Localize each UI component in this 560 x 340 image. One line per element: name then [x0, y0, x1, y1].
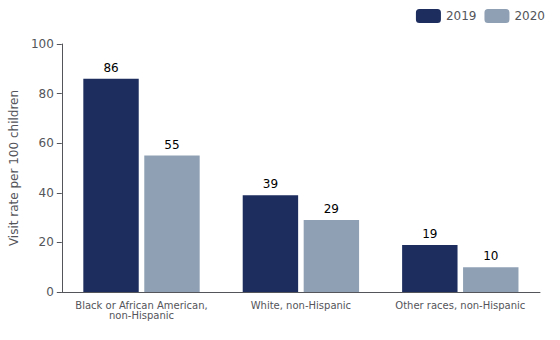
- svg-text:Visit rate per 100 children: Visit rate per 100 children: [7, 90, 21, 246]
- svg-text:55: 55: [164, 138, 179, 152]
- svg-text:40: 40: [39, 186, 54, 200]
- svg-text:60: 60: [39, 136, 54, 150]
- svg-text:non-Hispanic: non-Hispanic: [109, 310, 174, 321]
- svg-text:100: 100: [31, 37, 54, 51]
- svg-text:Black or African American,: Black or African American,: [75, 299, 208, 311]
- svg-text:10: 10: [483, 249, 498, 263]
- svg-text:80: 80: [39, 87, 54, 101]
- svg-text:19: 19: [422, 227, 437, 241]
- svg-text:86: 86: [103, 61, 118, 75]
- svg-text:2020: 2020: [514, 9, 545, 23]
- svg-text:Other races, non-Hispanic: Other races, non-Hispanic: [395, 300, 525, 311]
- svg-text:39: 39: [263, 177, 278, 191]
- svg-text:0: 0: [46, 285, 54, 299]
- svg-text:20: 20: [39, 235, 54, 249]
- svg-text:2019: 2019: [446, 9, 477, 23]
- svg-text:White, non-Hispanic: White, non-Hispanic: [251, 300, 351, 311]
- svg-text:29: 29: [324, 202, 339, 216]
